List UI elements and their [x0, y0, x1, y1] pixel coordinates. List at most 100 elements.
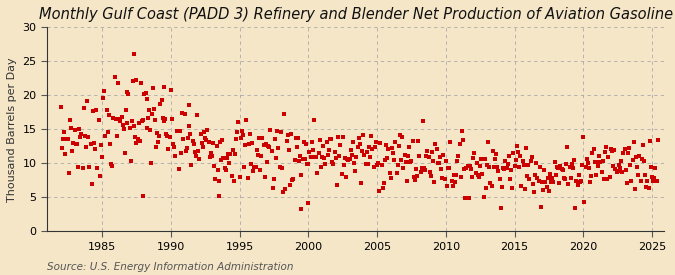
- Point: [406, 159, 417, 163]
- Point: [531, 161, 542, 165]
- Point: [223, 152, 234, 156]
- Point: [625, 163, 636, 167]
- Point: [190, 149, 200, 154]
- Point: [190, 153, 201, 158]
- Point: [622, 180, 632, 185]
- Point: [395, 133, 406, 137]
- Point: [202, 128, 213, 132]
- Point: [497, 185, 508, 189]
- Point: [80, 134, 90, 139]
- Point: [497, 165, 508, 170]
- Point: [522, 174, 533, 178]
- Point: [155, 102, 166, 107]
- Point: [182, 146, 192, 150]
- Point: [198, 145, 209, 149]
- Point: [92, 166, 103, 170]
- Point: [147, 111, 158, 116]
- Point: [353, 136, 364, 140]
- Point: [188, 142, 199, 146]
- Point: [512, 144, 522, 148]
- Point: [389, 158, 400, 163]
- Point: [642, 178, 653, 183]
- Point: [407, 139, 418, 143]
- Point: [350, 169, 360, 174]
- Point: [264, 145, 275, 150]
- Point: [366, 133, 377, 138]
- Point: [576, 179, 587, 183]
- Point: [591, 172, 601, 177]
- Point: [55, 105, 66, 109]
- Point: [163, 146, 174, 151]
- Point: [634, 154, 645, 159]
- Point: [126, 158, 136, 163]
- Point: [617, 169, 628, 174]
- Point: [186, 163, 197, 167]
- Point: [146, 160, 157, 165]
- Point: [481, 186, 491, 191]
- Point: [373, 161, 383, 165]
- Point: [330, 156, 341, 161]
- Point: [67, 149, 78, 153]
- Point: [61, 137, 72, 142]
- Point: [477, 172, 488, 177]
- Point: [622, 151, 633, 156]
- Point: [637, 157, 647, 161]
- Point: [124, 125, 135, 130]
- Point: [523, 163, 534, 167]
- Point: [540, 180, 551, 185]
- Point: [318, 144, 329, 148]
- Point: [507, 186, 518, 191]
- Point: [593, 164, 603, 169]
- Point: [84, 165, 95, 169]
- Point: [475, 163, 485, 168]
- Point: [466, 167, 477, 172]
- Point: [605, 146, 616, 151]
- Point: [230, 151, 240, 156]
- Point: [485, 181, 496, 185]
- Point: [584, 166, 595, 170]
- Point: [60, 152, 71, 156]
- Point: [374, 189, 385, 193]
- Point: [360, 162, 371, 166]
- Point: [121, 108, 132, 112]
- Point: [450, 180, 460, 184]
- Point: [502, 162, 513, 167]
- Point: [518, 163, 529, 167]
- Point: [83, 135, 94, 139]
- Point: [321, 140, 332, 144]
- Point: [259, 143, 269, 147]
- Point: [244, 131, 255, 136]
- Point: [387, 151, 398, 155]
- Point: [173, 167, 184, 172]
- Point: [535, 165, 545, 170]
- Point: [495, 206, 506, 211]
- Point: [499, 167, 510, 171]
- Point: [200, 135, 211, 140]
- Point: [535, 205, 546, 209]
- Point: [262, 160, 273, 164]
- Point: [327, 160, 338, 164]
- Point: [454, 142, 465, 146]
- Point: [433, 161, 444, 166]
- Point: [65, 126, 76, 130]
- Point: [175, 128, 186, 133]
- Point: [340, 156, 350, 160]
- Point: [421, 153, 432, 158]
- Point: [236, 129, 247, 133]
- Point: [292, 135, 303, 140]
- Point: [556, 167, 567, 171]
- Point: [257, 136, 268, 140]
- Point: [184, 123, 194, 128]
- Point: [417, 119, 428, 123]
- Point: [448, 184, 458, 188]
- Point: [171, 129, 182, 133]
- Point: [286, 131, 296, 136]
- Point: [144, 128, 155, 132]
- Point: [185, 132, 196, 136]
- Point: [414, 153, 425, 158]
- Point: [463, 196, 474, 200]
- Point: [152, 131, 163, 135]
- Point: [329, 150, 340, 154]
- Title: Monthly Gulf Coast (PADD 3) Refinery and Blender Net Production of Aviation Gaso: Monthly Gulf Coast (PADD 3) Refinery and…: [38, 7, 673, 22]
- Point: [558, 167, 568, 172]
